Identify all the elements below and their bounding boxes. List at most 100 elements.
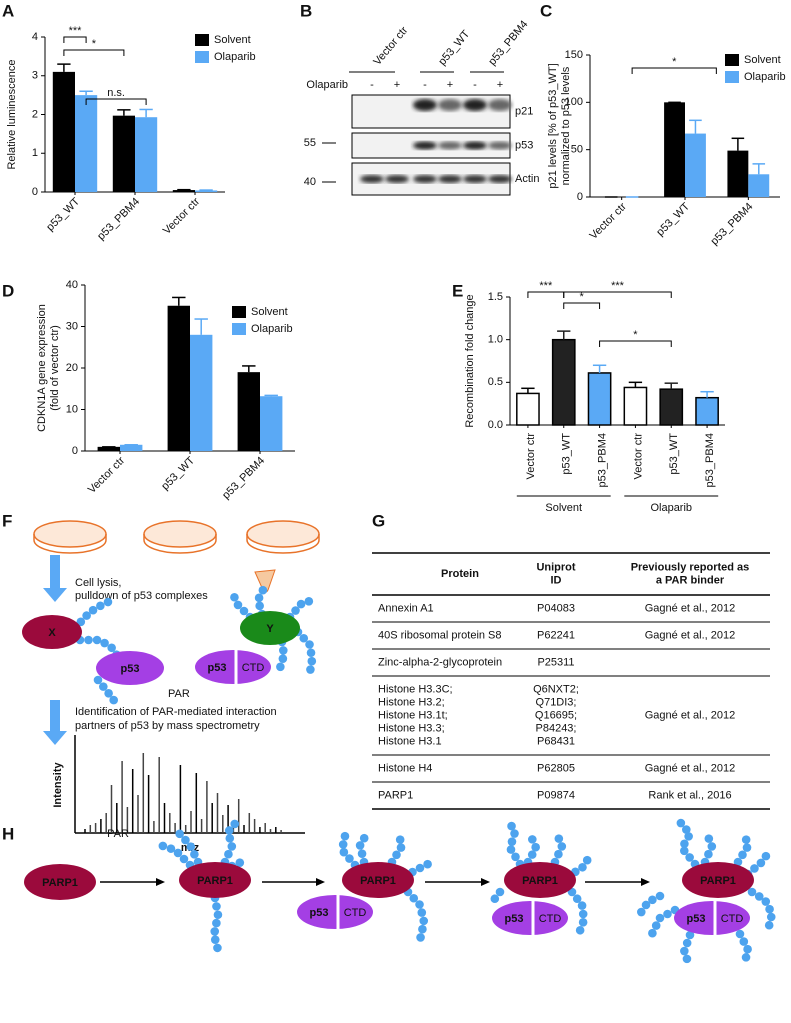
par-unit [276, 662, 285, 672]
table-cell: Histone H3.3C; [378, 683, 453, 695]
par-unit [210, 935, 220, 944]
par-unit [235, 858, 245, 867]
error-bar [521, 387, 535, 394]
error-bar [700, 390, 714, 398]
par-unit [506, 845, 516, 854]
blot-group-label: p53_PBM4 [486, 18, 530, 67]
par-unit [230, 592, 239, 602]
par-unit [212, 902, 221, 911]
panel-letter: F [2, 511, 12, 530]
legend-swatch [195, 51, 209, 63]
arrow-head [156, 878, 165, 886]
table-header: Protein [441, 568, 479, 580]
par-unit [527, 850, 537, 859]
legend-swatch [195, 34, 209, 46]
blot-band-label: p21 [515, 105, 533, 117]
par-unit [306, 648, 316, 658]
blot-sign: - [370, 79, 374, 91]
par-unit [396, 843, 406, 852]
par-unit [766, 912, 776, 922]
significance-bracket [63, 49, 125, 56]
error-bar [79, 90, 93, 96]
table-cell: Histone H3.1 [378, 735, 442, 747]
blot-band [438, 141, 462, 150]
significance-bracket [563, 291, 672, 298]
legend-swatch [725, 54, 739, 66]
y-tick-label: 0 [32, 186, 38, 198]
significance-bracket [631, 67, 717, 74]
process-arrow [43, 555, 67, 602]
par-unit [93, 675, 103, 685]
par-unit [213, 943, 222, 953]
par-unit [107, 643, 116, 653]
blot-band [385, 175, 409, 183]
table-cell: P84243; [536, 722, 577, 734]
y-tick-label: 0 [577, 191, 583, 203]
panel-letter: E [452, 281, 463, 300]
bar [623, 386, 648, 426]
bar [727, 150, 749, 197]
table-cell: P09874 [537, 789, 575, 801]
p53-ctd-shape [492, 901, 568, 935]
table-cell: Zinc-alpha-2-glycoprotein [378, 656, 502, 668]
significance-label: * [580, 291, 585, 303]
par-unit [418, 924, 427, 934]
par-unit [307, 656, 317, 666]
y-tick-label: 100 [565, 96, 583, 108]
par-unit [743, 944, 752, 954]
table-cell: Histone H3.2; [378, 696, 445, 708]
par-unit [291, 606, 300, 615]
dish-rim [33, 534, 107, 554]
y-tick-label: 1.0 [488, 334, 503, 346]
x-tick-label: p53_PBM4 [704, 433, 716, 487]
legend-swatch [232, 323, 246, 335]
par-unit [179, 854, 189, 864]
parp1-label: PARP1 [522, 875, 558, 887]
blot-band [438, 175, 462, 183]
legend-label: Olaparib [214, 51, 256, 63]
par-unit [225, 833, 235, 843]
par-unit [648, 928, 657, 938]
p53-label: p53 [687, 913, 706, 925]
par-unit [395, 835, 405, 844]
group-label: Olaparib [650, 502, 692, 514]
legend-label: Olaparib [744, 71, 786, 83]
table-cell: 40S ribosomal protein S8 [378, 629, 502, 641]
culture-dish [33, 520, 107, 548]
significance-label: * [92, 38, 97, 50]
par-unit [682, 954, 692, 964]
x-tick-label: p53_WT [561, 433, 573, 475]
bar [97, 446, 120, 451]
par-unit [742, 843, 752, 852]
legend-swatch [232, 306, 246, 318]
error-bar [139, 108, 153, 118]
par-unit [684, 832, 693, 841]
par-unit [679, 846, 689, 856]
par-unit [166, 844, 176, 853]
bar [587, 372, 612, 426]
bar [685, 133, 706, 197]
blot-band [413, 141, 437, 150]
par-unit [682, 938, 692, 948]
par-unit [765, 904, 774, 914]
y-tick-label: 2 [32, 108, 38, 120]
table-header: ID [551, 574, 562, 586]
error-bar [117, 109, 131, 116]
blot-sign: - [473, 79, 477, 91]
par-unit [572, 894, 582, 904]
par-unit [578, 909, 588, 919]
p53-protein-shape [96, 651, 164, 685]
error-bar [557, 330, 571, 340]
par-unit [554, 834, 564, 843]
par-unit [423, 859, 432, 869]
size-marker: 55 [304, 137, 316, 149]
par-unit [158, 841, 168, 851]
dish-rim [246, 534, 320, 554]
par-unit [299, 633, 309, 643]
bar [516, 392, 540, 426]
par-unit [173, 848, 183, 858]
par-unit [239, 606, 249, 616]
par-unit [92, 635, 102, 645]
par-unit [685, 853, 694, 862]
par-unit [109, 695, 118, 705]
